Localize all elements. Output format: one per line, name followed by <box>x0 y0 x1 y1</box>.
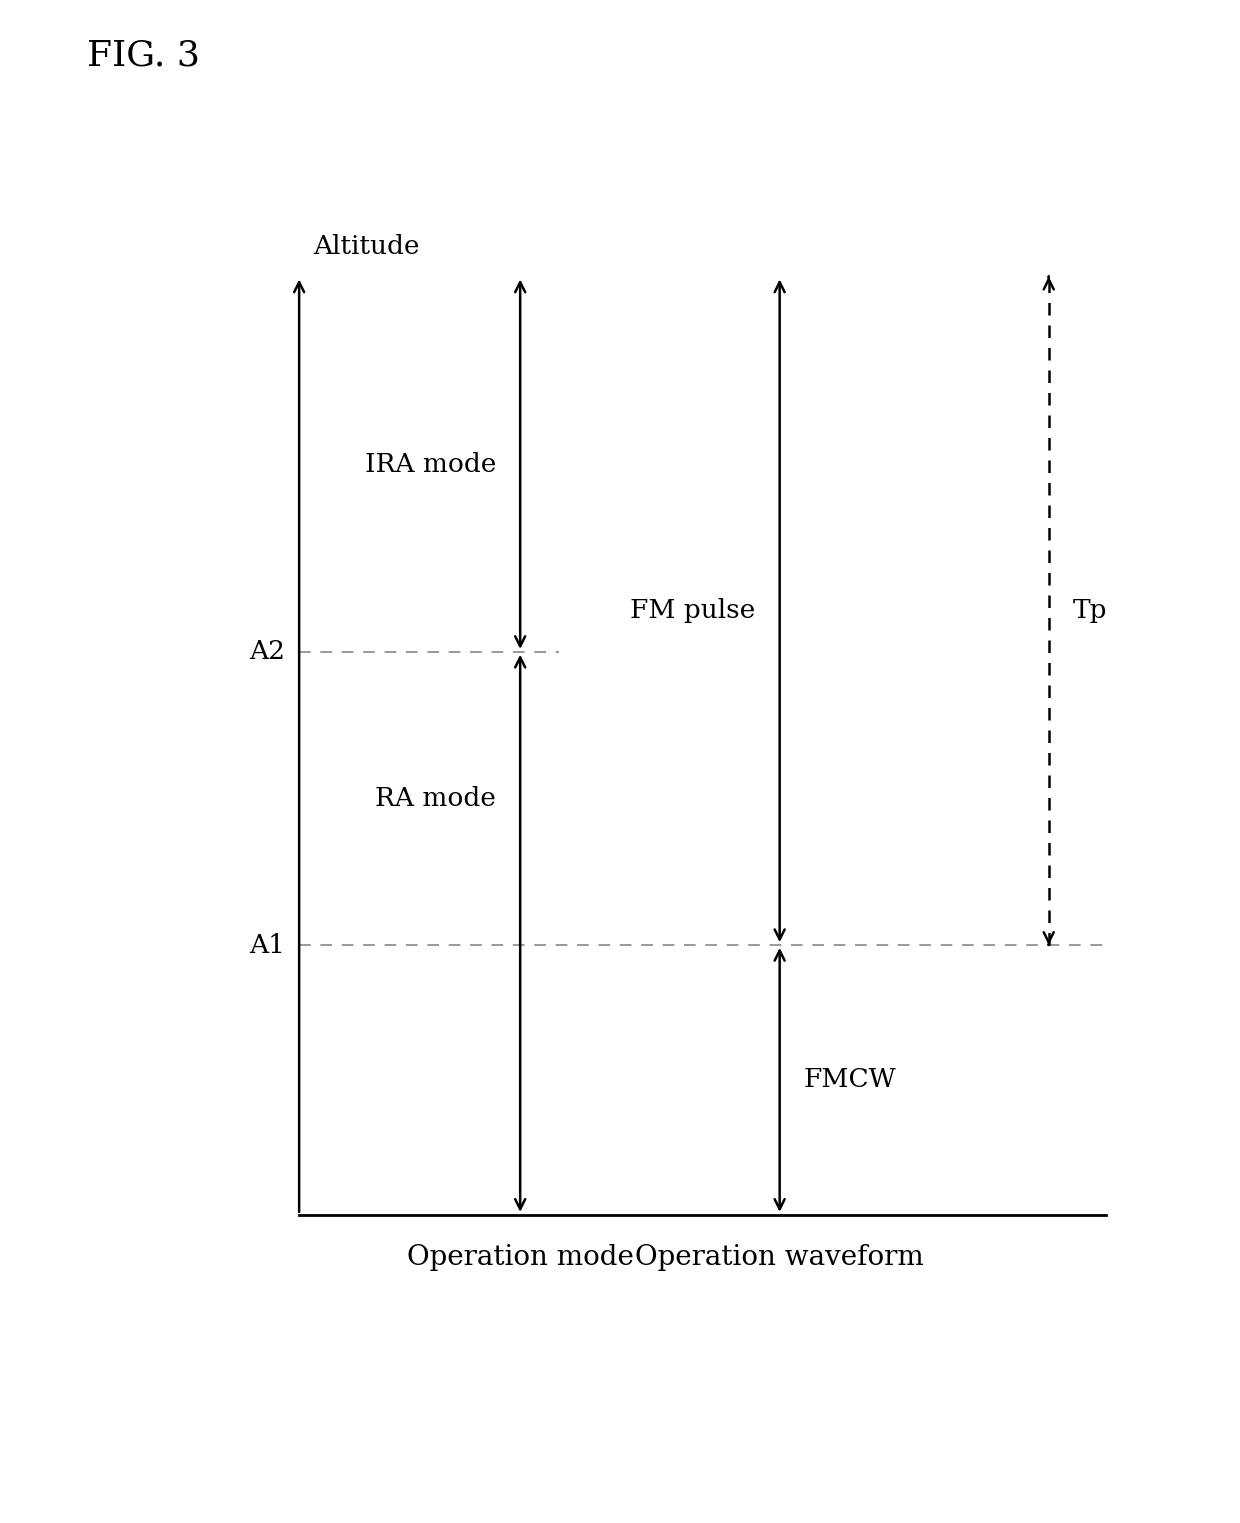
Text: IRA mode: IRA mode <box>365 452 496 477</box>
Text: A1: A1 <box>249 932 285 958</box>
Text: A2: A2 <box>249 640 285 664</box>
Text: Tp: Tp <box>1073 599 1107 623</box>
Text: RA mode: RA mode <box>376 786 496 810</box>
Text: FM pulse: FM pulse <box>630 599 755 623</box>
Text: FMCW: FMCW <box>804 1068 897 1092</box>
Text: Operation waveform: Operation waveform <box>635 1244 924 1272</box>
Text: FIG. 3: FIG. 3 <box>87 38 200 72</box>
Text: Altitude: Altitude <box>314 235 420 259</box>
Text: Operation mode: Operation mode <box>407 1244 634 1272</box>
